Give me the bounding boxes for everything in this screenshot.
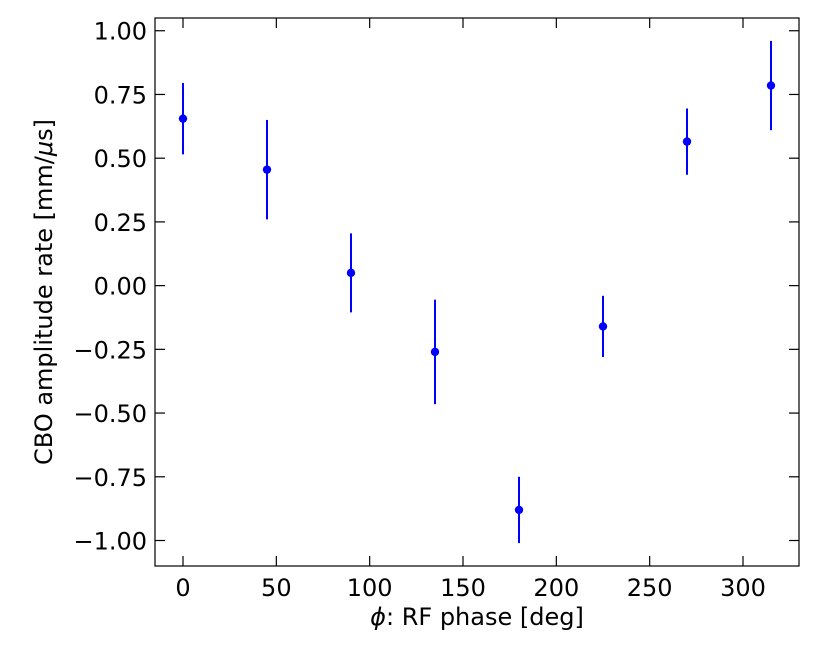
y-tick-label: 0.75 (94, 81, 147, 109)
data-point (346, 268, 356, 278)
data-point (682, 137, 692, 146)
x-tick-label: 50 (261, 574, 292, 602)
data-points (178, 40, 776, 544)
x-tick-label: 250 (627, 574, 673, 602)
plot-frame (154, 17, 800, 567)
x-tick-label: 100 (347, 574, 393, 602)
y-tick-label: 0.00 (94, 273, 147, 301)
x-axis-label: ϕ: RF phase [deg] (370, 603, 584, 631)
x-axis-label-symbol: ϕ (370, 603, 386, 631)
x-tick-label: 0 (175, 574, 190, 602)
data-point (262, 165, 272, 174)
y-axis-label-suffix: s] (30, 119, 58, 141)
y-tick-label: 1.00 (94, 18, 147, 46)
data-point (514, 505, 524, 515)
data-point (178, 114, 188, 123)
y-axis-label: CBO amplitude rate [mm/μs] (30, 119, 58, 465)
x-tick-label: 200 (533, 574, 579, 602)
x-tick-label: 150 (440, 574, 486, 602)
y-tick-label: 0.25 (94, 209, 147, 237)
data-point (430, 347, 440, 357)
x-axis-label-text: : RF phase [deg] (386, 603, 584, 631)
y-tick-label: −0.75 (73, 464, 147, 492)
x-tick-label: 300 (720, 574, 766, 602)
data-point (598, 322, 608, 331)
y-tick-label: −0.50 (73, 400, 147, 428)
y-tick-label: −1.00 (73, 528, 147, 556)
ticks (155, 18, 799, 566)
data-point (766, 81, 776, 90)
y-axis-label-symbol: μ (30, 141, 58, 157)
tick-labels: 0 50 100 150 200 250 300 1.00 0.75 0.50 0.25 0.00 −0… (73, 18, 765, 602)
y-axis-label-prefix: CBO amplitude rate [mm/ (30, 155, 58, 465)
y-tick-label: −0.25 (73, 336, 147, 364)
y-tick-label: 0.50 (94, 145, 147, 173)
